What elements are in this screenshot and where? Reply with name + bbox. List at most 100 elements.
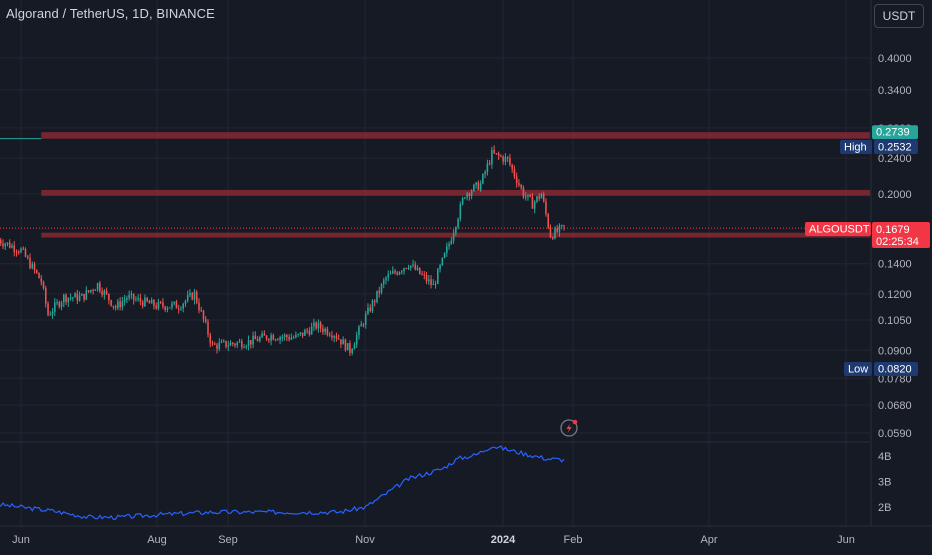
- candle-body: [33, 263, 36, 270]
- candle-body: [488, 163, 491, 165]
- candle-body: [306, 330, 308, 332]
- price-tick-label: 0.1200: [878, 289, 912, 301]
- candle-body: [459, 204, 462, 219]
- candle-body: [400, 271, 403, 273]
- candle-body: [475, 182, 477, 185]
- candle-body: [193, 291, 196, 300]
- candle-body: [461, 198, 464, 205]
- candle-body: [353, 344, 356, 350]
- countdown-badge: 02:25:34: [876, 236, 919, 248]
- candle-body: [545, 201, 547, 215]
- candle-body: [313, 322, 315, 327]
- candle-body: [328, 334, 331, 336]
- candle-body: [495, 153, 498, 155]
- candle-body: [168, 307, 171, 309]
- candle-body: [371, 300, 374, 312]
- candle-body: [26, 256, 29, 258]
- candle-body: [247, 340, 250, 347]
- candle-body: [110, 300, 112, 306]
- green-price-badge: 0.2739: [876, 127, 910, 139]
- candle-body: [207, 321, 209, 335]
- high-label-badge: High: [844, 142, 867, 154]
- candle-body: [292, 337, 295, 339]
- candle-body: [112, 305, 115, 307]
- candle-body: [241, 341, 243, 348]
- candle-body: [464, 197, 466, 199]
- candle-body: [536, 196, 538, 202]
- candle-body: [229, 342, 232, 346]
- price-tick-label: 0.1400: [878, 259, 912, 271]
- candle-body: [173, 301, 175, 304]
- horizontal-zones: [0, 132, 871, 238]
- candle-body: [378, 290, 381, 293]
- price-tick-label: 0.4000: [878, 53, 912, 65]
- candle-body: [419, 267, 421, 274]
- candle-body: [202, 310, 205, 320]
- price-tick-label: 0.3400: [878, 85, 912, 97]
- currency-button[interactable]: USDT: [874, 4, 924, 28]
- candle-body: [139, 298, 142, 302]
- candle-body: [515, 176, 518, 184]
- volume-series: [0, 445, 565, 521]
- candle-body: [103, 290, 106, 295]
- candle-body: [360, 324, 363, 327]
- candle-body: [54, 302, 56, 312]
- candle-body: [216, 344, 218, 349]
- price-tick-label: 0.2000: [878, 189, 912, 201]
- candle-body: [509, 157, 511, 165]
- candle-body: [486, 163, 489, 173]
- high-label-badge-bg: [840, 140, 872, 154]
- candle-body: [198, 302, 200, 311]
- candle-body: [394, 271, 396, 273]
- candle-body: [364, 313, 367, 325]
- candle-body: [391, 271, 394, 274]
- candle-body: [29, 257, 31, 269]
- candle-body: [254, 335, 257, 340]
- price-tick-label: 0.2400: [878, 153, 912, 165]
- candle-body: [101, 291, 103, 295]
- candle-body: [265, 335, 268, 340]
- candle-body: [218, 342, 221, 349]
- time-axis-label: Sep: [218, 534, 238, 546]
- candle-body: [225, 340, 227, 347]
- candle-body: [56, 302, 58, 304]
- candle-body: [76, 293, 79, 301]
- time-axis-label: Jun: [12, 534, 30, 546]
- candle-body: [220, 341, 223, 343]
- lightning-alert-icon[interactable]: [560, 419, 578, 437]
- candle-body: [155, 306, 157, 309]
- candle-body: [295, 334, 297, 338]
- symbol-title: Algorand / TetherUS, 1D, BINANCE: [6, 6, 215, 21]
- candle-body: [263, 333, 266, 336]
- candle-body: [189, 292, 191, 296]
- candle-body: [540, 193, 543, 199]
- candle-body: [90, 289, 92, 292]
- candle-body: [441, 257, 444, 266]
- candle-body: [409, 265, 412, 268]
- candle-body: [99, 283, 101, 292]
- candle-body: [63, 294, 65, 303]
- candle-body: [358, 326, 360, 336]
- candle-body: [450, 240, 453, 245]
- candle-body: [398, 272, 401, 275]
- candle-body: [44, 287, 47, 304]
- candle-body: [551, 237, 554, 239]
- candle-body: [355, 335, 358, 345]
- candle-body: [389, 273, 392, 275]
- candle-body: [497, 153, 500, 156]
- candle-body: [0, 240, 2, 244]
- candle-body: [146, 297, 148, 302]
- candle-body: [166, 308, 169, 310]
- candle-body: [434, 283, 437, 285]
- candle-body: [195, 291, 198, 303]
- candle-body: [362, 324, 365, 326]
- candle-body: [367, 307, 369, 314]
- candle-body: [547, 214, 550, 228]
- candle-body: [443, 252, 446, 258]
- candle-body: [518, 183, 520, 186]
- candle-body: [148, 301, 151, 304]
- candle-body: [15, 251, 18, 253]
- high-value-badge: 0.2532: [878, 142, 912, 154]
